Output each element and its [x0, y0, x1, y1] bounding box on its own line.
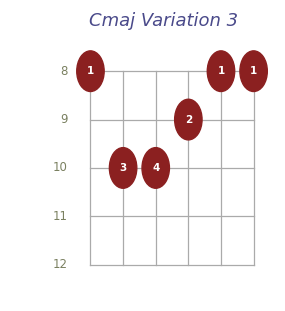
Text: 9: 9: [60, 113, 68, 126]
Circle shape: [77, 51, 104, 91]
Text: 1: 1: [217, 66, 225, 76]
Text: 10: 10: [53, 161, 68, 174]
Text: 1: 1: [250, 66, 257, 76]
Title: Cmaj Variation 3: Cmaj Variation 3: [89, 12, 239, 30]
Circle shape: [207, 51, 235, 91]
Circle shape: [142, 148, 169, 188]
Text: 11: 11: [53, 210, 68, 223]
Text: 12: 12: [53, 258, 68, 271]
Text: 1: 1: [87, 66, 94, 76]
Circle shape: [240, 51, 267, 91]
Text: 8: 8: [60, 65, 68, 78]
Circle shape: [175, 99, 202, 140]
Text: 4: 4: [152, 163, 159, 173]
Text: 2: 2: [185, 114, 192, 125]
Circle shape: [109, 148, 137, 188]
Text: 3: 3: [119, 163, 127, 173]
